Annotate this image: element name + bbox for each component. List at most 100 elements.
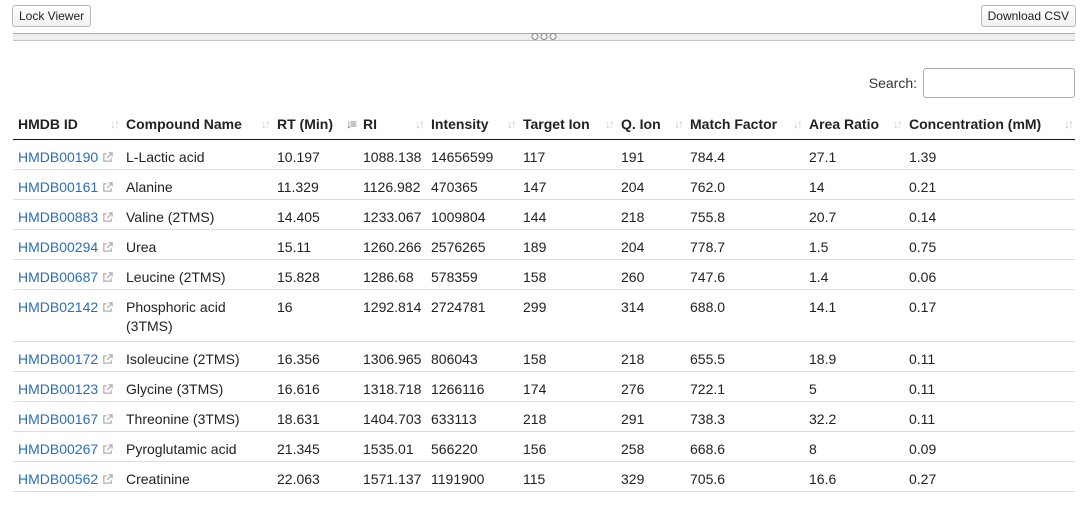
table-cell[interactable]: HMDB02142: [13, 289, 121, 342]
table-cell: 204: [616, 169, 685, 200]
external-link-icon[interactable]: [102, 351, 113, 364]
table-cell: 1266116: [426, 371, 518, 402]
column-header-label: HMDB ID: [18, 116, 78, 132]
table-cell[interactable]: HMDB00294: [13, 229, 121, 260]
table-cell: 15.828: [272, 259, 358, 290]
cell-text: 329: [621, 471, 645, 487]
cell-text: 2576265: [431, 239, 486, 255]
table-cell: 218: [518, 401, 616, 432]
hmdb-id-link[interactable]: HMDB02142: [18, 299, 99, 315]
table-cell[interactable]: HMDB00190: [13, 140, 121, 170]
search-input[interactable]: [923, 68, 1075, 98]
table-cell[interactable]: HMDB00161: [13, 169, 121, 200]
external-link-icon[interactable]: [102, 239, 113, 252]
table-cell: 2724781: [426, 289, 518, 342]
cell-text: 0.11: [909, 381, 936, 397]
column-header[interactable]: Concentration (mM) ↓↑: [904, 109, 1075, 140]
external-link-icon[interactable]: [102, 381, 113, 394]
column-header[interactable]: HMDB ID ↓↑: [13, 109, 121, 140]
column-header[interactable]: Intensity ↓↑: [426, 109, 518, 140]
column-header-label: Match Factor: [690, 116, 778, 132]
cell-text: 14656599: [431, 149, 494, 165]
cell-text: 762.0: [690, 179, 726, 195]
cell-text: 0.06: [909, 269, 937, 285]
table-cell: 299: [518, 289, 616, 342]
column-header-label: RT (Min): [277, 116, 333, 132]
table-cell[interactable]: HMDB00172: [13, 341, 121, 372]
sort-both-icon[interactable]: ↓↑: [1064, 117, 1074, 131]
external-link-icon[interactable]: [102, 411, 113, 424]
column-header[interactable]: RI ↓↑: [358, 109, 426, 140]
column-header[interactable]: Match Factor ↓↑: [685, 109, 804, 140]
hmdb-id-link[interactable]: HMDB00562: [18, 471, 99, 487]
external-link-icon[interactable]: [102, 179, 113, 192]
external-link-icon[interactable]: [102, 269, 113, 282]
external-link-icon[interactable]: [102, 149, 113, 162]
cell-text: 291: [621, 411, 645, 427]
column-header-label: Compound Name: [126, 116, 242, 132]
column-header[interactable]: RT (Min) ↓≡: [272, 109, 358, 140]
table-cell: 1571.137: [358, 461, 426, 492]
hmdb-id-link[interactable]: HMDB00687: [18, 269, 99, 285]
external-link-icon[interactable]: [102, 441, 113, 454]
sort-both-icon[interactable]: ↓↑: [261, 117, 271, 131]
lock-viewer-button[interactable]: Lock Viewer: [12, 5, 92, 27]
grip-dots-icon[interactable]: [531, 33, 557, 40]
table-row: HMDB00123 Glycine (3TMS) 16.616 1318.718 126…: [13, 371, 1075, 402]
cell-text: 158: [523, 351, 547, 367]
table-cell[interactable]: HMDB00123: [13, 371, 121, 402]
sort-both-icon[interactable]: ↓↑: [110, 117, 120, 131]
splitter-handle[interactable]: [13, 33, 1075, 41]
table-row: HMDB00267 Pyroglutamic acid 21.345 1535.01 5…: [13, 431, 1075, 462]
sort-both-icon[interactable]: ↓↑: [415, 117, 425, 131]
external-link-icon[interactable]: [102, 209, 113, 222]
hmdb-id-link[interactable]: HMDB00167: [18, 411, 99, 427]
cell-text: Pyroglutamic acid: [126, 441, 237, 457]
column-header[interactable]: Q. Ion ↓↑: [616, 109, 685, 140]
column-header[interactable]: Compound Name ↓↑: [121, 109, 272, 140]
table-cell: 1.39: [904, 140, 1075, 170]
external-link-icon[interactable]: [102, 471, 113, 484]
table-cell: 258: [616, 431, 685, 462]
sort-both-icon[interactable]: ↓↑: [507, 117, 517, 131]
sort-both-icon[interactable]: ↓↑: [674, 117, 684, 131]
table-cell[interactable]: HMDB00687: [13, 259, 121, 290]
cell-text: 16: [277, 299, 293, 315]
cell-text: 258: [621, 441, 645, 457]
table-cell[interactable]: HMDB00167: [13, 401, 121, 432]
cell-text: 16.6: [809, 471, 837, 487]
sort-ascending-icon[interactable]: ↓≡: [345, 117, 357, 131]
table-cell: 1535.01: [358, 431, 426, 462]
hmdb-id-link[interactable]: HMDB00172: [18, 351, 99, 367]
cell-text: 806043: [431, 351, 478, 367]
table-cell: 0.27: [904, 461, 1075, 492]
table-row: HMDB00167 Threonine (3TMS) 18.631 1404.703 6…: [13, 401, 1075, 432]
hmdb-id-link[interactable]: HMDB00190: [18, 149, 99, 165]
sort-both-icon[interactable]: ↓↑: [605, 117, 615, 131]
table-cell[interactable]: HMDB00562: [13, 461, 121, 492]
cell-text: 655.5: [690, 351, 726, 367]
sort-both-icon[interactable]: ↓↑: [793, 117, 803, 131]
hmdb-id-link[interactable]: HMDB00161: [18, 179, 99, 195]
table-cell[interactable]: HMDB00267: [13, 431, 121, 462]
cell-text: 115: [523, 471, 546, 487]
cell-text: 566220: [431, 441, 478, 457]
cell-text: 2724781: [431, 299, 486, 315]
hmdb-id-link[interactable]: HMDB00294: [18, 239, 99, 255]
table-cell: 722.1: [685, 371, 804, 402]
column-header[interactable]: Area Ratio ↓↑: [804, 109, 904, 140]
sort-both-icon[interactable]: ↓↑: [893, 117, 903, 131]
table-cell: 144: [518, 199, 616, 230]
hmdb-id-link[interactable]: HMDB00123: [18, 381, 99, 397]
cell-text: Leucine (2TMS): [126, 269, 226, 285]
cell-text: 1404.703: [363, 411, 422, 427]
external-link-icon[interactable]: [102, 299, 113, 312]
cell-text: 738.3: [690, 411, 726, 427]
column-header[interactable]: Target Ion ↓↑: [518, 109, 616, 140]
hmdb-id-link[interactable]: HMDB00267: [18, 441, 99, 457]
table-cell: 0.14: [904, 199, 1075, 230]
download-csv-button[interactable]: Download CSV: [980, 5, 1076, 27]
column-header-label: Q. Ion: [621, 116, 661, 132]
hmdb-id-link[interactable]: HMDB00883: [18, 209, 99, 225]
table-cell[interactable]: HMDB00883: [13, 199, 121, 230]
